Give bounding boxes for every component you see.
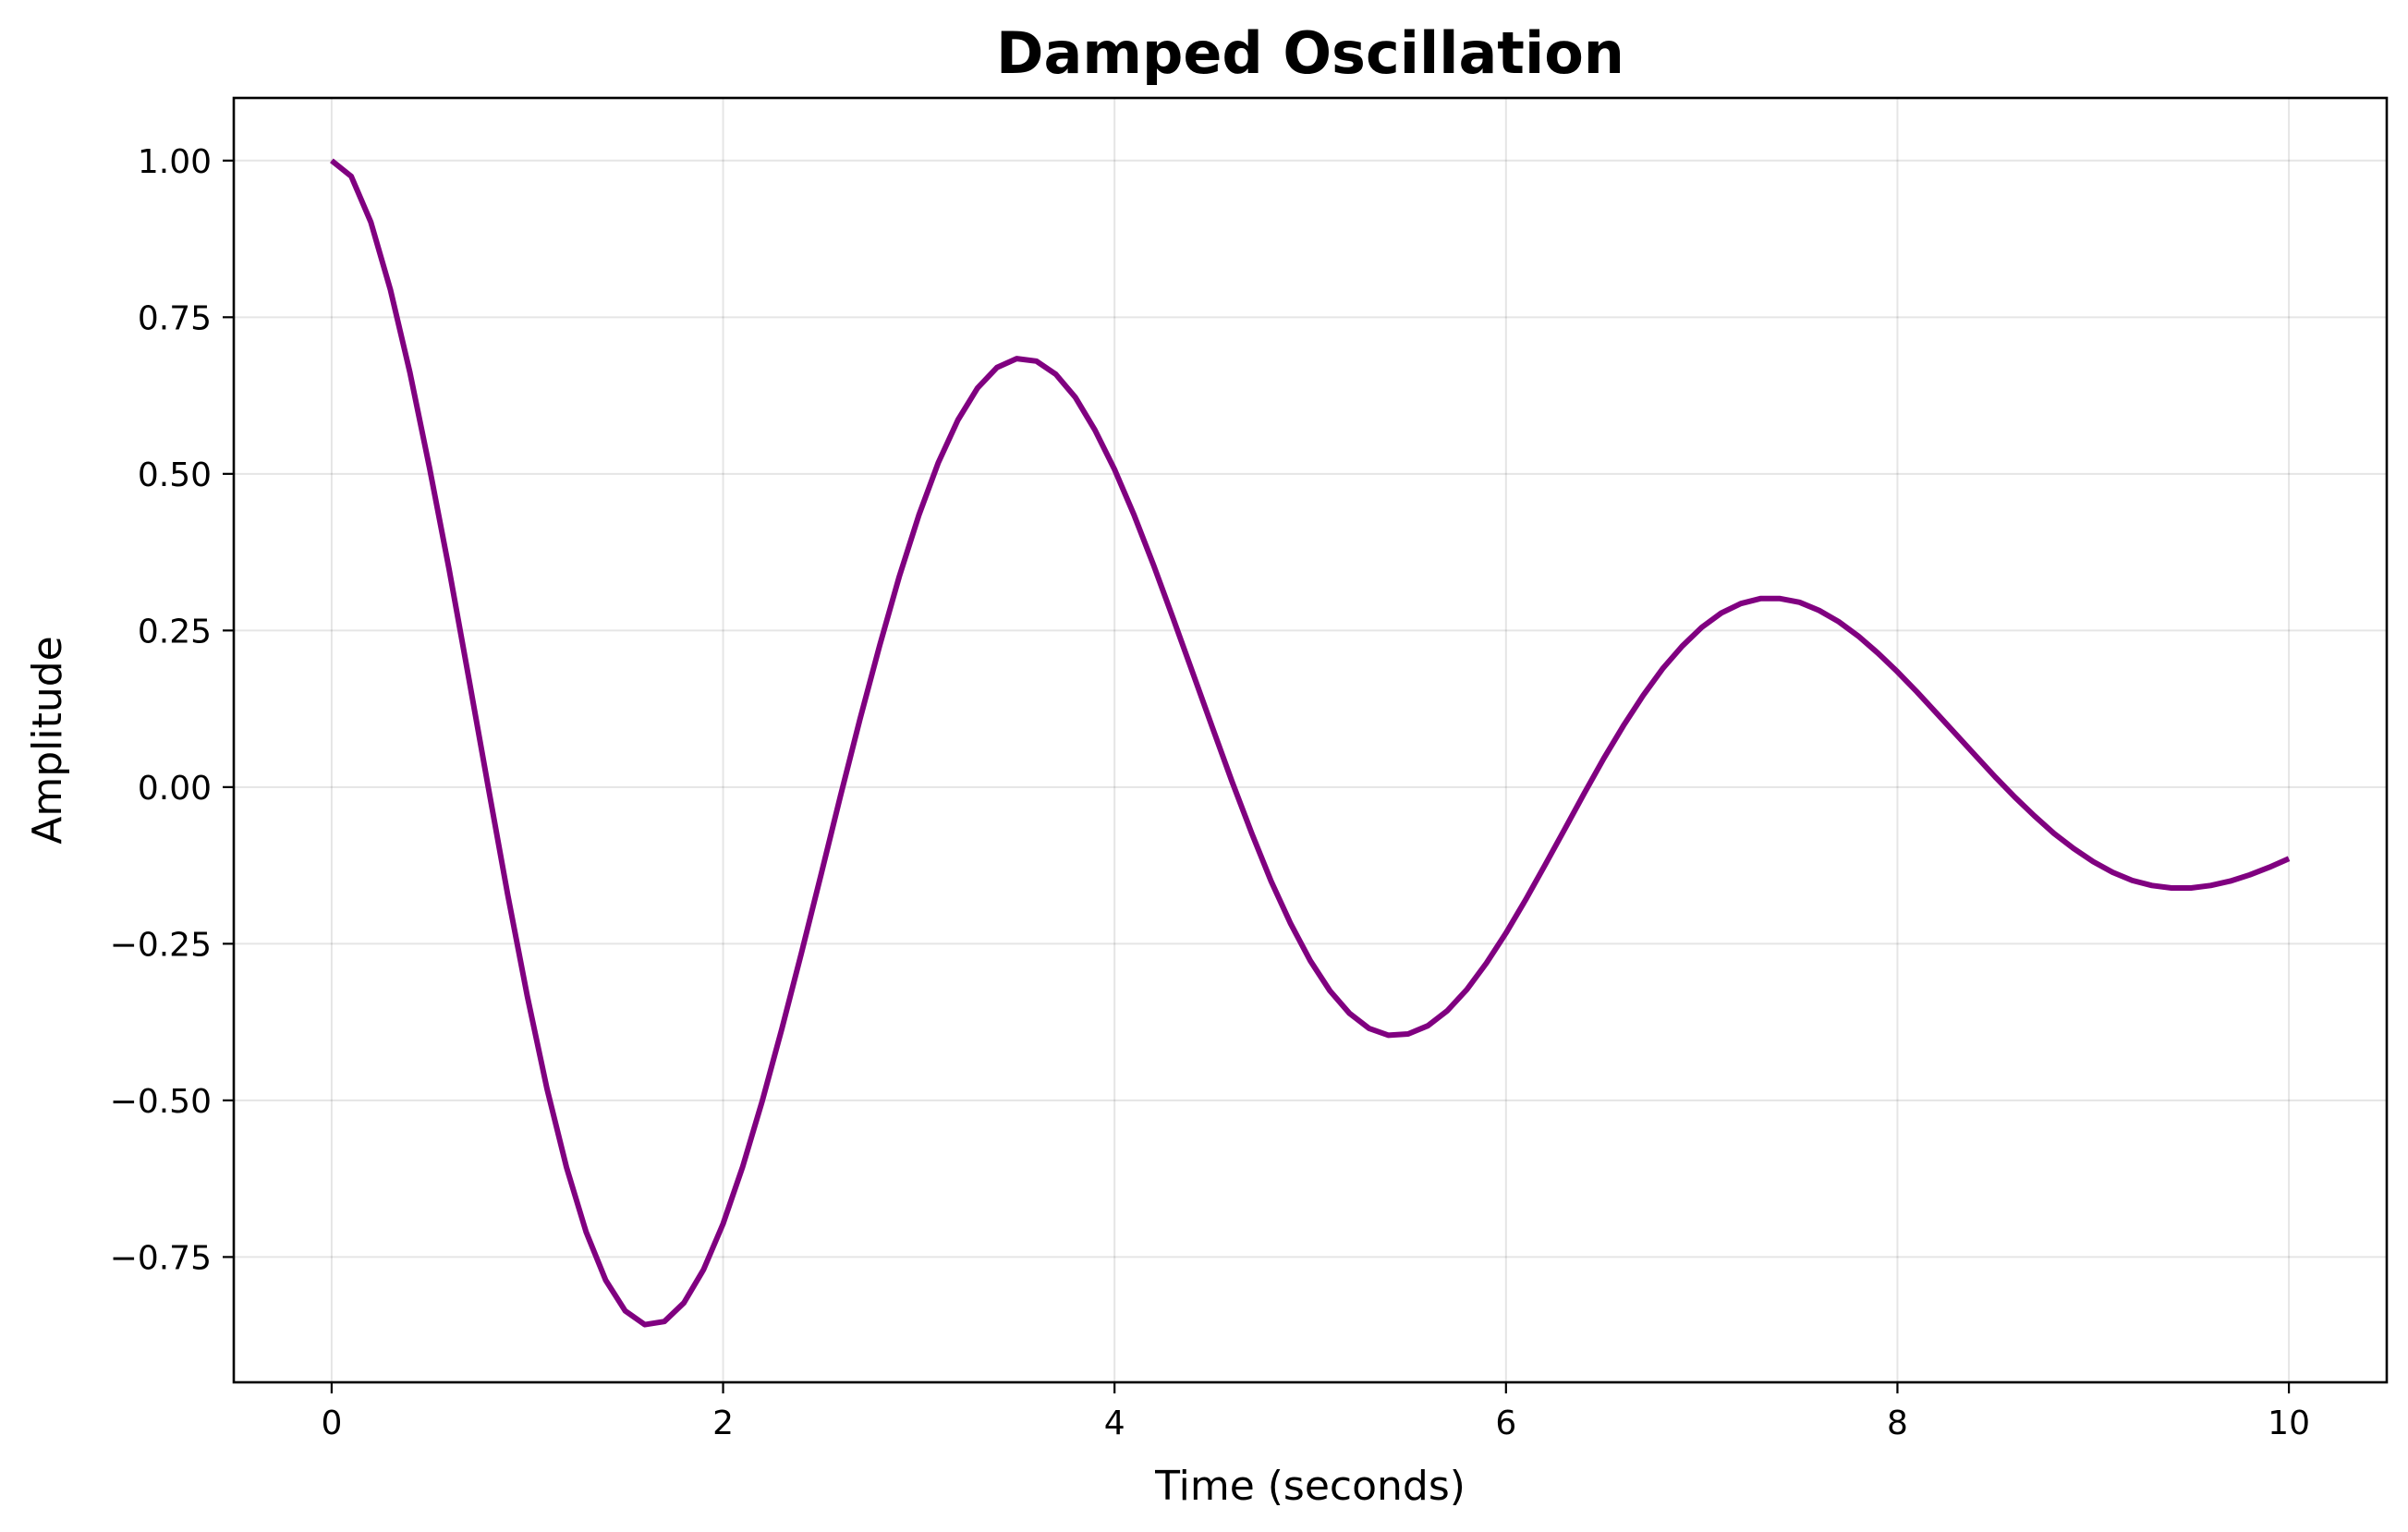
y-axis-label: Amplitude <box>24 636 71 844</box>
y-tick-label: 0.75 <box>138 299 212 337</box>
y-tick-label: 1.00 <box>138 143 212 181</box>
chart-title: Damped Oscillation <box>996 19 1624 87</box>
x-tick-label: 10 <box>2268 1404 2310 1442</box>
x-tick-label: 0 <box>321 1404 342 1442</box>
axis-ticks: 0 2 4 6 8 10 1.00 0.75 0.50 0.25 0.00 −0.25 −0.50 −0.… <box>110 143 2310 1442</box>
y-tick-label: −0.50 <box>110 1083 212 1121</box>
x-axis-label: Time (seconds) <box>1154 1463 1465 1510</box>
y-tick-label: −0.25 <box>110 926 212 964</box>
series-line <box>330 158 2291 1328</box>
plot-frame <box>232 96 2389 1384</box>
y-tick-label: 0.50 <box>138 456 212 494</box>
y-tick-label: −0.75 <box>110 1239 212 1277</box>
y-tick-label: 0.00 <box>138 770 212 808</box>
x-tick-label: 4 <box>1104 1404 1125 1442</box>
x-tick-label: 8 <box>1887 1404 1908 1442</box>
x-tick-label: 2 <box>712 1404 734 1442</box>
grid <box>234 98 2387 1382</box>
y-tick-label: 0.25 <box>138 613 212 650</box>
x-tick-label: 6 <box>1495 1404 1516 1442</box>
